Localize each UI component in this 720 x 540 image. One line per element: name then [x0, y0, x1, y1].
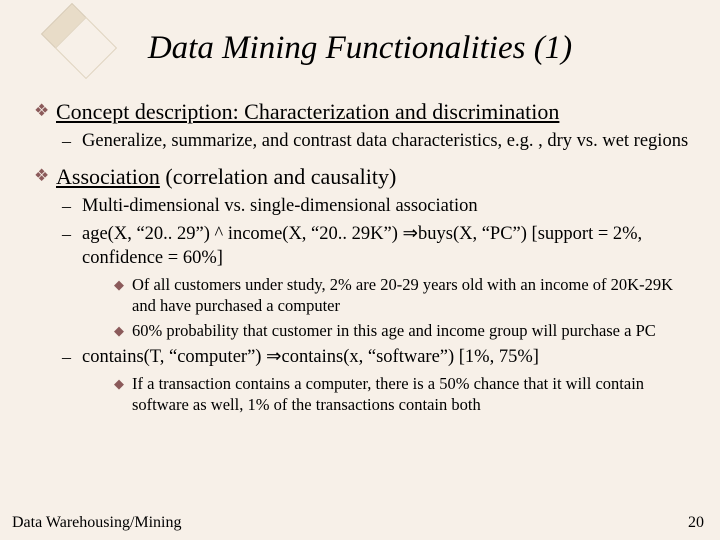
subbullet-generalize: – Generalize, summarize, and contrast da…	[62, 129, 692, 153]
slide-body: ❖ Concept description: Characterization …	[34, 92, 692, 419]
subsubbullet-customers: ◆ Of all customers under study, 2% are 2…	[114, 274, 692, 316]
subbullet-contains-rule: – contains(T, “computer”) ⇒contains(x, “…	[62, 345, 692, 369]
footer-left: Data Warehousing/Mining	[12, 514, 182, 532]
subsubbullet-text: If a transaction contains a computer, th…	[132, 373, 692, 415]
slide-title: Data Mining Functionalities (1)	[0, 30, 720, 67]
subbullet-multidim: – Multi-dimensional vs. single-dimension…	[62, 194, 692, 218]
bullet-association: ❖ Association (correlation and causality…	[34, 163, 692, 190]
subbullet-text: Multi-dimensional vs. single-dimensional…	[82, 194, 478, 218]
dash-bullet-icon: –	[62, 345, 82, 369]
bullet-concept-description: ❖ Concept description: Characterization …	[34, 98, 692, 125]
dash-bullet-icon: –	[62, 222, 82, 246]
subsubbullet-probability: ◆ 60% probability that customer in this …	[114, 320, 692, 341]
dash-bullet-icon: –	[62, 194, 82, 218]
slide-number: 20	[688, 514, 704, 532]
subsubbullet-transaction: ◆ If a transaction contains a computer, …	[114, 373, 692, 415]
diamond-dot-icon: ◆	[114, 373, 132, 394]
subbullet-text: contains(T, “computer”) ⇒contains(x, “so…	[82, 345, 539, 369]
diamond-dot-icon: ◆	[114, 320, 132, 341]
dash-bullet-icon: –	[62, 129, 82, 153]
subsubbullet-text: 60% probability that customer in this ag…	[132, 320, 656, 341]
subbullet-text: Generalize, summarize, and contrast data…	[82, 129, 688, 153]
diamond-bullet-icon: ❖	[34, 98, 56, 124]
subsubbullet-text: Of all customers under study, 2% are 20-…	[132, 274, 692, 316]
subbullet-age-rule: – age(X, “20.. 29”) ^ income(X, “20.. 29…	[62, 222, 692, 270]
subbullet-text: age(X, “20.. 29”) ^ income(X, “20.. 29K”…	[82, 222, 692, 270]
diamond-dot-icon: ◆	[114, 274, 132, 295]
bullet-text: Association (correlation and causality)	[56, 163, 396, 190]
diamond-bullet-icon: ❖	[34, 163, 56, 189]
bullet-text: Concept description: Characterization an…	[56, 98, 559, 125]
